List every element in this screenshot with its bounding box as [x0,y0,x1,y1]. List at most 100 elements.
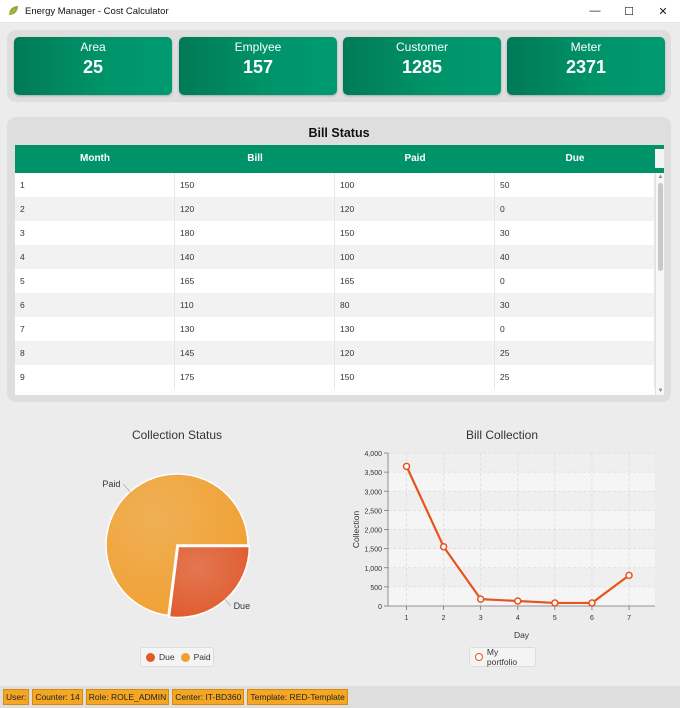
plot-band [388,567,655,587]
y-tick-label: 500 [370,585,382,592]
x-tick-label: 3 [479,615,483,622]
bill-status-title: Bill Status [308,126,370,140]
cell-due: 25 [495,341,655,365]
data-point [588,599,596,607]
cell-paid: 150 [335,365,495,389]
summary-cards-panel: Area 25 Emplyee 157 Customer 1285 Meter … [7,30,671,102]
cell-month: 7 [15,317,175,341]
card-value: 157 [242,57,274,77]
cell-paid: 100 [335,245,495,269]
cell-bill: 130 [175,317,335,341]
table-row[interactable]: 9 175 150 25 [15,365,655,389]
minimize-button[interactable]: — [589,5,601,17]
cell-bill: 140 [175,245,335,269]
due-legend-dot [146,652,155,662]
scroll-up-icon[interactable]: ▲ [657,174,664,180]
cell-bill: 150 [175,173,335,197]
data-point [476,595,485,603]
title-bar: Energy Manager - Cost Calculator — ☐ ✕ [0,0,680,23]
y-tick-label: 0 [378,604,382,611]
cell-bill: 120 [175,197,335,221]
pie-legend: Due Paid [140,647,214,667]
cell-month: 8 [15,341,175,365]
pie-label-leader [223,597,231,607]
meter-card: Meter 2371 [507,37,665,95]
scrollbar-thumb[interactable] [658,183,663,271]
table-menu-button[interactable] [655,149,664,168]
y-tick-label: 2,000 [364,528,382,535]
card-value: 25 [82,57,104,77]
table-row[interactable]: 3 180 150 30 [15,221,655,245]
x-tick-label: 4 [516,615,520,622]
cell-paid: 80 [335,293,495,317]
status-bar: User: Counter: 14 Role: ROLE_ADMIN Cente… [0,686,680,708]
table-row[interactable]: 7 130 130 0 [15,317,655,341]
maximize-button[interactable]: ☐ [624,5,634,18]
table-header: Month Bill Paid Due [15,145,664,173]
status-role: Role: ROLE_ADMIN [85,689,170,705]
legend-label: Due [159,652,175,662]
card-label: Emplyee [234,40,282,54]
data-point [551,599,559,607]
cell-due: 30 [495,293,655,317]
card-label: Area [80,40,106,54]
legend-item-my-portfolio: My portfolio [475,647,530,667]
cell-paid: 100 [335,173,495,197]
table-row[interactable]: 5 165 165 0 [15,269,655,293]
data-point [514,597,522,605]
cell-month: 1 [15,173,175,197]
data-point [625,571,633,580]
line-chart-title: Bill Collection [465,428,539,442]
cell-paid: 130 [335,317,495,341]
legend-item-paid: Paid [180,652,211,662]
cell-month: 6 [15,293,175,317]
bill-status-panel: Bill Status Month Bill Paid Due 1 150 100 5… [7,117,671,402]
x-tick-label: 5 [553,615,557,622]
x-axis-label: Day [514,630,530,640]
cell-month: 9 [15,365,175,389]
plot-band [388,453,655,473]
table-row[interactable]: 4 140 100 40 [15,245,655,269]
cell-due: 0 [495,269,655,293]
plot-band [388,529,655,549]
status-center: Center: IT-BD360 [172,689,245,705]
y-tick-label: 1,500 [364,547,382,554]
data-point [439,542,448,551]
cell-paid: 150 [335,221,495,245]
cell-due: 50 [495,173,655,197]
column-header-month[interactable]: Month [80,153,110,164]
legend-label: My portfolio [486,647,518,667]
cell-paid: 120 [335,197,495,221]
cell-bill: 165 [175,269,335,293]
y-tick-label: 4,000 [364,451,382,458]
window-title: Energy Manager - Cost Calculator [25,5,169,17]
collection-status-pie-chart: Due Paid [102,473,250,619]
pie-chart-title: Collection Status [131,428,223,442]
cell-month: 5 [15,269,175,293]
table-body: 1 150 100 50 2 120 120 0 3 180 150 30 4 140 100 40 5 165 1… [15,173,655,389]
close-button[interactable]: ✕ [658,5,668,18]
scroll-down-icon[interactable]: ▼ [657,388,664,394]
y-tick-label: 2,500 [364,508,382,515]
status-user: User: [3,689,30,705]
y-tick-label: 1,000 [364,566,382,573]
customer-card: Customer 1285 [343,37,501,95]
table-scrollbar[interactable]: ▲ ▼ [655,173,664,395]
cell-due: 0 [495,317,655,341]
table-row[interactable]: 8 145 120 25 [15,341,655,365]
x-tick-label: 7 [627,615,631,622]
column-header-paid[interactable]: Paid [404,153,426,164]
table-row[interactable]: 1 150 100 50 [15,173,655,197]
cell-due: 25 [495,365,655,389]
data-point [402,462,411,471]
paid-legend-dot [180,652,190,662]
table-row[interactable]: 6 110 80 30 [15,293,655,317]
table-row[interactable]: 2 120 120 0 [15,197,655,221]
bill-status-table[interactable]: Month Bill Paid Due 1 150 100 50 2 120 120 0 3 18… [15,145,664,395]
x-tick-label: 1 [405,615,409,622]
cell-paid: 165 [335,269,495,293]
card-value: 1285 [401,57,443,77]
pie-label-leader [123,483,131,493]
column-header-bill[interactable]: Bill [247,153,263,164]
column-header-due[interactable]: Due [565,153,585,164]
